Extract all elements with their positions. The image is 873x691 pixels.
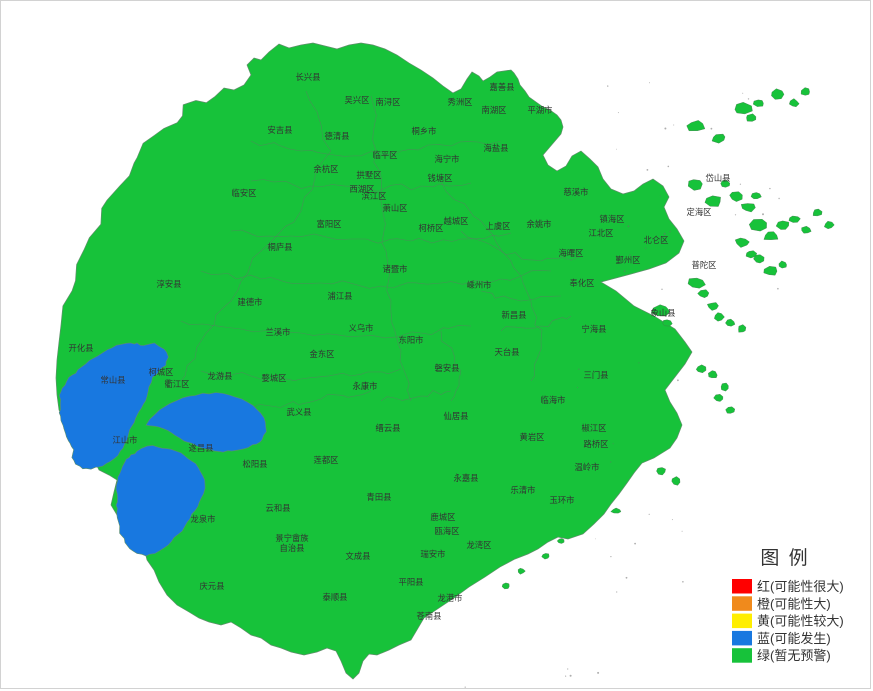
svg-text:建德市: 建德市 [238, 297, 263, 307]
svg-text:景宁畲族: 景宁畲族 [275, 533, 309, 543]
svg-text:富阳区: 富阳区 [317, 219, 342, 229]
svg-text:淳安县: 淳安县 [157, 279, 182, 289]
svg-text:奉化区: 奉化区 [570, 278, 595, 288]
svg-text:滨江区: 滨江区 [362, 191, 387, 201]
svg-text:秀洲区: 秀洲区 [448, 97, 473, 107]
svg-text:瓯海区: 瓯海区 [435, 526, 460, 536]
svg-text:桐乡市: 桐乡市 [412, 126, 437, 136]
svg-text:北仑区: 北仑区 [644, 235, 669, 245]
svg-text:磐安县: 磐安县 [435, 363, 460, 373]
svg-text:武义县: 武义县 [287, 407, 312, 417]
svg-text:天台县: 天台县 [495, 347, 520, 357]
svg-text:鹿城区: 鹿城区 [431, 512, 456, 522]
svg-text:松阳县: 松阳县 [243, 459, 268, 469]
svg-text:泰顺县: 泰顺县 [323, 592, 348, 602]
svg-text:龙泉市: 龙泉市 [191, 514, 216, 524]
svg-text:柯桥区: 柯桥区 [419, 223, 444, 233]
svg-text:象山县: 象山县 [651, 308, 676, 318]
svg-text:金东区: 金东区 [310, 349, 335, 359]
svg-text:慈溪市: 慈溪市 [564, 187, 589, 197]
svg-text:兰溪市: 兰溪市 [266, 327, 291, 337]
svg-text:萧山区: 萧山区 [383, 203, 408, 213]
svg-text:平湖市: 平湖市 [528, 105, 553, 115]
svg-text:缙云县: 缙云县 [376, 423, 401, 433]
svg-text:开化县: 开化县 [69, 343, 94, 353]
svg-text:图 例: 图 例 [760, 547, 809, 569]
svg-text:瑞安市: 瑞安市 [421, 549, 446, 559]
svg-text:桐庐县: 桐庐县 [268, 242, 293, 252]
svg-text:鄞州区: 鄞州区 [616, 255, 641, 265]
svg-text:钱塘区: 钱塘区 [428, 173, 453, 183]
svg-text:南湖区: 南湖区 [482, 105, 507, 115]
svg-text:仙居县: 仙居县 [444, 411, 469, 421]
svg-text:青田县: 青田县 [367, 492, 392, 502]
svg-text:遂昌县: 遂昌县 [189, 443, 214, 453]
svg-text:柯城区: 柯城区 [149, 367, 174, 377]
svg-text:龙湾区: 龙湾区 [467, 540, 492, 550]
svg-text:龙港市: 龙港市 [438, 593, 463, 603]
svg-text:嘉善县: 嘉善县 [490, 82, 515, 92]
svg-text:江山市: 江山市 [113, 435, 138, 445]
svg-text:临海市: 临海市 [541, 395, 566, 405]
svg-text:镇海区: 镇海区 [600, 214, 625, 224]
svg-text:衢江区: 衢江区 [165, 379, 190, 389]
svg-text:拱墅区: 拱墅区 [357, 170, 382, 180]
svg-text:诸暨市: 诸暨市 [383, 264, 408, 274]
svg-text:绿(暂无预警): 绿(暂无预警) [757, 648, 831, 663]
svg-text:龙游县: 龙游县 [208, 371, 233, 381]
svg-text:常山县: 常山县 [101, 375, 126, 385]
svg-text:玉环市: 玉环市 [550, 495, 575, 505]
svg-text:海宁市: 海宁市 [435, 154, 460, 164]
svg-text:宁海县: 宁海县 [582, 324, 607, 334]
svg-text:新昌县: 新昌县 [502, 310, 527, 320]
svg-text:余杭区: 余杭区 [314, 164, 339, 174]
svg-text:永嘉县: 永嘉县 [454, 473, 479, 483]
svg-text:红(可能性很大): 红(可能性很大) [757, 579, 844, 594]
svg-text:苍南县: 苍南县 [417, 611, 442, 621]
svg-text:云和县: 云和县 [266, 503, 291, 513]
svg-text:江北区: 江北区 [589, 228, 614, 238]
svg-text:庆元县: 庆元县 [200, 581, 225, 591]
svg-text:海盐县: 海盐县 [484, 143, 509, 153]
svg-text:温岭市: 温岭市 [575, 462, 600, 472]
svg-text:越城区: 越城区 [444, 216, 469, 226]
svg-text:三门县: 三门县 [584, 370, 609, 380]
svg-text:婺城区: 婺城区 [262, 373, 287, 383]
svg-text:岱山县: 岱山县 [706, 173, 731, 183]
svg-text:椒江区: 椒江区 [582, 423, 607, 433]
svg-text:德清县: 德清县 [325, 131, 350, 141]
svg-text:蓝(可能发生): 蓝(可能发生) [757, 631, 831, 646]
svg-text:黄岩区: 黄岩区 [520, 432, 545, 442]
svg-text:浦江县: 浦江县 [328, 291, 353, 301]
svg-text:文成县: 文成县 [346, 551, 371, 561]
svg-text:长兴县: 长兴县 [296, 72, 321, 82]
svg-text:嵊州市: 嵊州市 [467, 280, 492, 290]
svg-text:临安区: 临安区 [232, 188, 257, 198]
svg-text:安吉县: 安吉县 [268, 125, 293, 135]
svg-text:橙(可能性大): 橙(可能性大) [757, 596, 831, 611]
svg-text:吴兴区: 吴兴区 [345, 95, 370, 105]
svg-text:上虞区: 上虞区 [486, 221, 511, 231]
svg-text:海曙区: 海曙区 [559, 248, 584, 258]
svg-text:余姚市: 余姚市 [527, 219, 552, 229]
svg-text:南浔区: 南浔区 [376, 97, 401, 107]
svg-text:自治县: 自治县 [280, 543, 305, 553]
svg-text:临平区: 临平区 [373, 150, 398, 160]
svg-text:莲都区: 莲都区 [314, 455, 339, 465]
svg-text:永康市: 永康市 [353, 381, 378, 391]
svg-text:定海区: 定海区 [687, 207, 712, 217]
svg-text:义乌市: 义乌市 [349, 323, 374, 333]
svg-text:黄(可能性较大): 黄(可能性较大) [757, 614, 844, 629]
svg-text:路桥区: 路桥区 [584, 439, 609, 449]
svg-text:平阳县: 平阳县 [399, 577, 424, 587]
svg-text:普陀区: 普陀区 [692, 260, 717, 270]
svg-text:乐清市: 乐清市 [511, 485, 536, 495]
svg-text:东阳市: 东阳市 [399, 335, 424, 345]
